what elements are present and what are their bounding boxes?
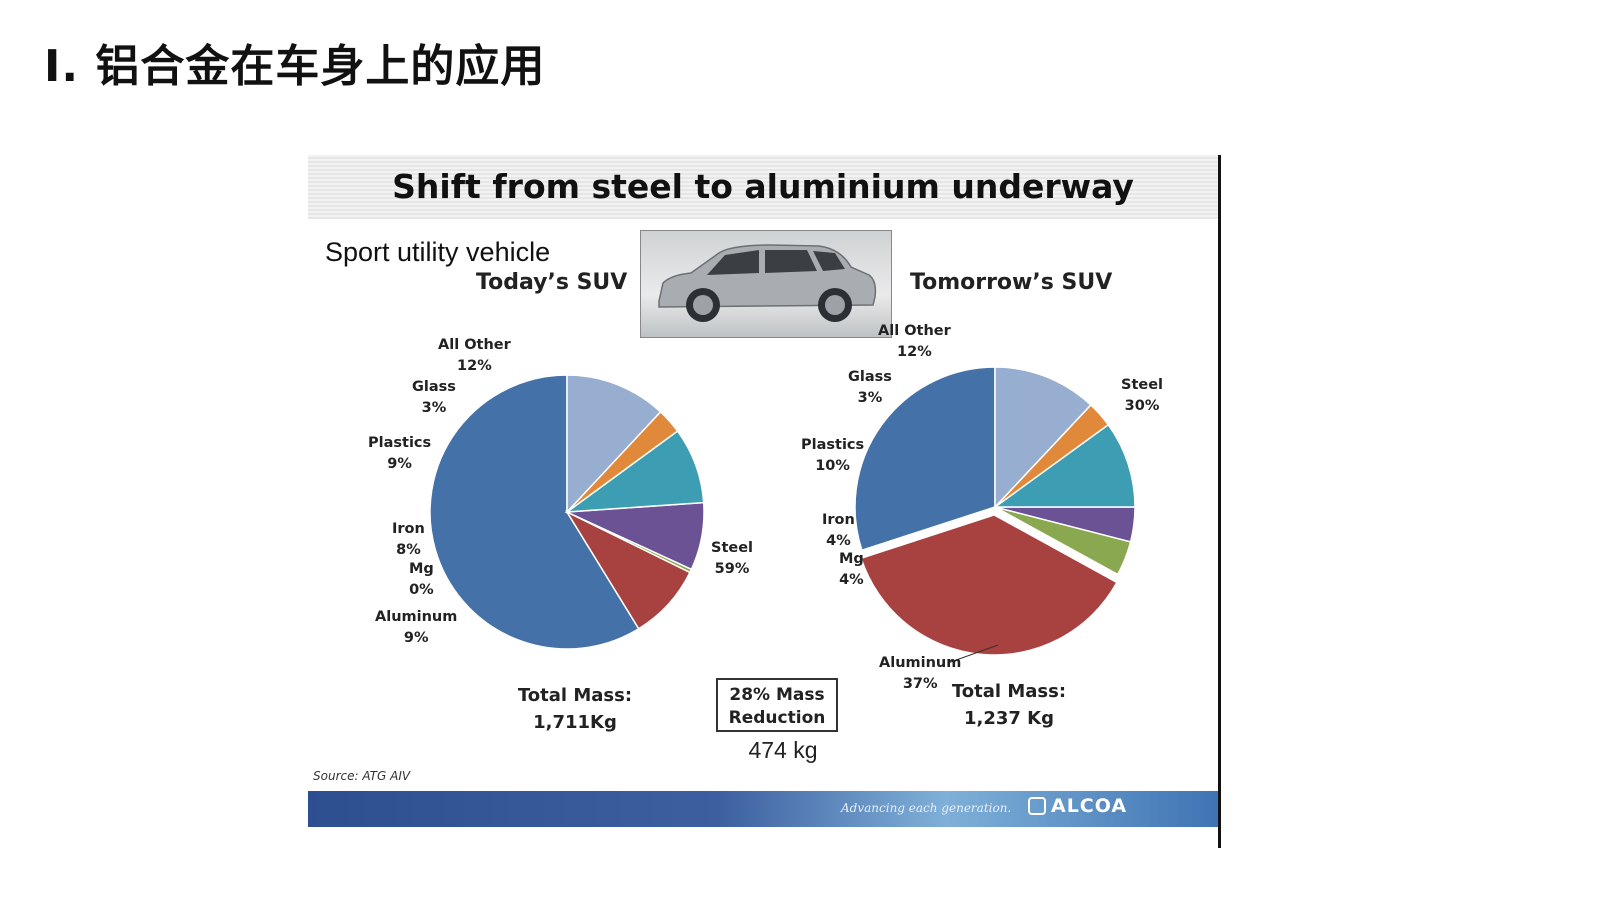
kg-saved: 474 kg [748,737,818,763]
footer-bar: Advancing each generation. ALCOA [308,791,1218,827]
today-slice-all-other [566,374,662,514]
tomorrow-label-iron: Iron 4% [822,512,855,549]
tomorrow-label-mg: Mg 4% [839,551,864,588]
today-pie-chart [429,366,1136,664]
page-title: Ⅰ. 铝合金在车身上的应用 [44,41,546,92]
today-slice-steel [429,374,640,650]
alcoa-logo: ALCOA [1028,795,1127,817]
tomorrow-label-aluminum: Aluminum 37% [879,655,962,692]
suv-photo [640,230,892,338]
source-note: Source: ATG AIV [313,769,411,783]
slide-title: Shift from steel to aluminium underway [392,167,1134,206]
tomorrow-label-glass: Glass 3% [848,369,892,406]
tomorrow-label-plastics: Plastics 10% [801,437,865,474]
tomorrow-total-mass: Total Mass: 1,237 Kg [951,681,1067,729]
today-label-all-other: All Other 12% [438,337,511,374]
slide-subtitle: Sport utility vehicle [325,237,551,267]
suv-car-icon [658,244,877,322]
tomorrow-slice-steel [854,366,996,552]
today-label-plastics: Plastics 9% [368,435,432,472]
tomorrow-label-all-other: All Other 12% [878,323,951,360]
slide-header [308,155,1218,219]
aluminum-leader-line [947,644,999,664]
today-suv-heading: Today’s SUV [476,270,628,295]
today-label-glass: Glass 3% [412,379,456,416]
today-total-mass: Total Mass: 1,711Kg [517,685,633,733]
today-label-mg: Mg 0% [409,561,434,598]
tomorrow-slice-aluminum [860,514,1118,656]
today-label-steel: Steel 59% [711,540,754,577]
tomorrow-slice-all-other [994,366,1092,509]
tomorrow-label-steel: Steel 30% [1121,377,1164,414]
tagline: Advancing each generation. [841,801,1012,815]
slide: Shift from steel to aluminium underway S… [308,155,1221,848]
tomorrow-suv-heading: Tomorrow’s SUV [910,270,1113,295]
brand-name: ALCOA [1051,795,1128,817]
mass-reduction-box: 28% Mass Reduction [716,678,838,732]
tomorrow-slice-plastics [992,423,1136,508]
today-label-aluminum: Aluminum 9% [375,609,458,646]
today-label-iron: Iron 8% [392,521,425,558]
alcoa-logo-icon [1028,797,1046,815]
